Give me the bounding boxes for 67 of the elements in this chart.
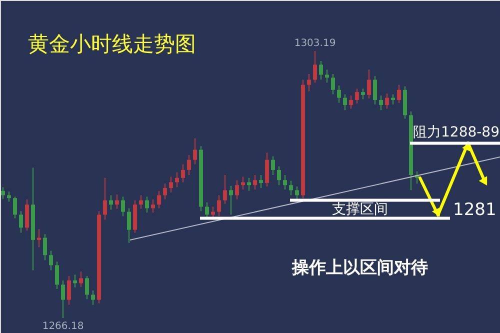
candlestick [355,88,359,104]
candlestick [265,152,269,188]
candlestick [169,176,173,193]
candlestick [25,199,29,232]
candlestick [319,60,323,80]
candlestick [175,172,179,188]
candlestick [391,94,395,105]
candlestick [235,180,239,200]
candlestick [295,186,299,200]
candlestick [307,74,311,92]
candlestick [61,280,65,318]
candlestick [193,138,197,165]
candlestick [271,156,275,176]
candlestick [331,74,335,95]
candlestick [361,88,365,100]
candlestick [13,196,17,219]
candlestick [103,177,107,220]
candlestick [385,92,389,110]
candlestick [109,194,113,210]
candlestick [67,276,71,306]
candlestick [241,176,245,190]
candlestick [19,210,23,234]
candlestick [289,180,293,196]
text: 1281 [453,200,496,220]
candlestick [115,194,119,210]
ref-line-label: 支撑区间 [332,201,388,218]
candlestick [379,95,383,111]
candlestick [43,234,47,261]
candlestick [223,174,227,204]
candlestick [7,191,11,202]
candlestick [397,84,401,104]
candlestick [259,174,263,188]
candlestick [217,194,221,217]
candlestick [247,177,251,192]
candlestick [229,185,233,216]
candlestick [367,69,371,100]
candlestick [277,166,281,186]
candlestick [343,94,347,111]
candlestick [205,202,209,220]
annotation: 1266.18 [42,321,84,332]
candlestick [163,183,167,200]
annotation: 操作上以区间对待 [291,258,428,278]
candlestick [349,95,353,110]
candlestick [283,174,287,190]
candlestick [187,154,191,176]
candlestick [139,194,143,210]
annotation: 1303.19 [294,38,336,49]
candlestick [157,190,161,209]
candlestick [253,174,257,190]
candlestick [91,290,95,306]
candlestick [151,199,155,214]
candlestick [145,196,149,214]
ref-line-label: 阻力1288-89 [413,124,500,140]
candlestick [79,271,83,288]
chart-title: 黄金小时线走势图 [28,32,196,56]
candlestick [85,276,89,300]
candlestick [337,85,341,104]
candlestick [325,69,329,84]
candlestick [181,164,185,183]
candlestick [313,50,317,84]
candlestick [49,250,53,271]
candlestick [55,261,59,290]
candlestick [373,76,377,105]
candlestick [121,196,125,217]
candlestick [127,208,131,244]
candlestick [1,186,5,200]
candlestick [37,228,41,248]
